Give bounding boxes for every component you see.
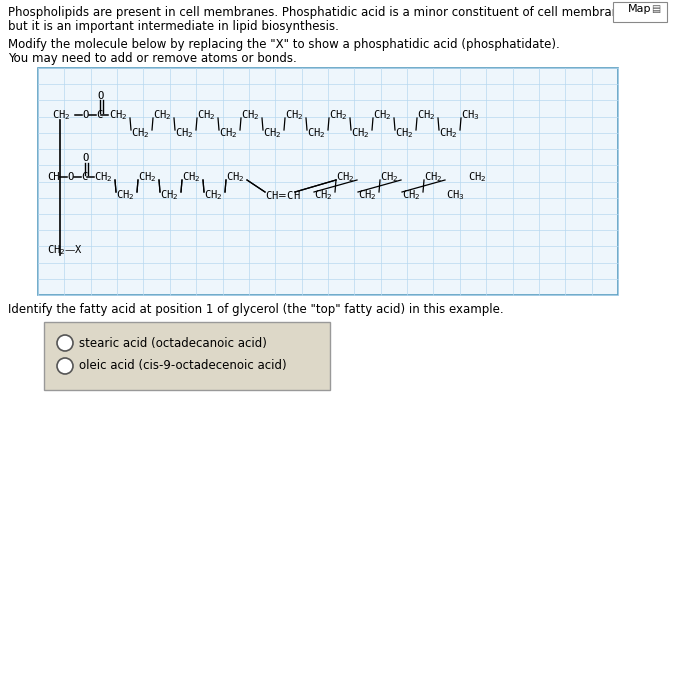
Text: stearic acid (octadecanoic acid): stearic acid (octadecanoic acid): [79, 337, 267, 349]
Text: CH$_2$: CH$_2$: [204, 188, 223, 202]
FancyBboxPatch shape: [613, 2, 667, 22]
Bar: [38, 68, 618, 295]
Text: CH$_2$: CH$_2$: [226, 170, 244, 184]
Text: CH$_2$: CH$_2$: [468, 170, 487, 184]
Text: O: O: [97, 91, 103, 101]
Text: CH$_3$: CH$_3$: [446, 188, 465, 202]
Text: CH$_2$: CH$_2$: [336, 170, 355, 184]
Text: CH$_2$: CH$_2$: [116, 188, 135, 202]
Text: CH$_2$: CH$_2$: [197, 108, 216, 122]
Text: Map: Map: [628, 4, 652, 14]
Text: CH$_2$: CH$_2$: [94, 170, 112, 184]
Text: CH$_2$: CH$_2$: [109, 108, 128, 122]
Text: CH$_2$: CH$_2$: [417, 108, 436, 122]
Text: CH: CH: [47, 172, 59, 182]
Text: but it is an important intermediate in lipid biosynthesis.: but it is an important intermediate in l…: [8, 20, 339, 33]
Text: CH$_2$: CH$_2$: [307, 126, 325, 140]
Text: CH$_2$: CH$_2$: [160, 188, 179, 202]
Text: CH$_2$: CH$_2$: [380, 170, 399, 184]
Text: CH$_2$: CH$_2$: [175, 126, 193, 140]
Bar: [44, 322, 330, 390]
Text: oleic acid (cis-9-octadecenoic acid): oleic acid (cis-9-octadecenoic acid): [79, 360, 287, 372]
Text: O: O: [82, 110, 88, 120]
Text: Phospholipids are present in cell membranes. Phosphatidic acid is a minor consti: Phospholipids are present in cell membra…: [8, 6, 637, 19]
Text: CH$_2$: CH$_2$: [131, 126, 149, 140]
Text: CH$_2$: CH$_2$: [285, 108, 304, 122]
Text: CH$_2$: CH$_2$: [219, 126, 237, 140]
Text: CH$_2$: CH$_2$: [182, 170, 200, 184]
Text: CH$_2$: CH$_2$: [241, 108, 260, 122]
Text: CH$_2$—X: CH$_2$—X: [47, 243, 83, 257]
Text: CH$_2$: CH$_2$: [373, 108, 392, 122]
Text: CH$_2$: CH$_2$: [314, 188, 332, 202]
Text: CH$_2$: CH$_2$: [351, 126, 369, 140]
Text: ▤: ▤: [651, 4, 660, 14]
Text: Modify the molecule below by replacing the "X" to show a phosphatidic acid (phos: Modify the molecule below by replacing t…: [8, 38, 560, 51]
Circle shape: [57, 335, 73, 351]
Text: O: O: [67, 172, 73, 182]
Text: Identify the fatty acid at position 1 of glycerol (the "top" fatty acid) in this: Identify the fatty acid at position 1 of…: [8, 303, 504, 316]
Text: CH$_2$: CH$_2$: [439, 126, 457, 140]
Text: CH$_2$: CH$_2$: [424, 170, 443, 184]
Text: CH$_2$: CH$_2$: [52, 108, 70, 122]
Text: CH$_2$: CH$_2$: [263, 126, 281, 140]
Circle shape: [57, 358, 73, 374]
Text: O: O: [82, 153, 88, 163]
Text: CH$\!=\!$CH: CH$\!=\!$CH: [265, 189, 301, 201]
Text: CH$_2$: CH$_2$: [395, 126, 413, 140]
Text: CH$_2$: CH$_2$: [358, 188, 376, 202]
Text: C: C: [96, 110, 102, 120]
Text: CH$_3$: CH$_3$: [461, 108, 480, 122]
Text: CH$_2$: CH$_2$: [329, 108, 348, 122]
Text: CH$_2$: CH$_2$: [138, 170, 156, 184]
Text: C: C: [81, 172, 87, 182]
Text: CH$_2$: CH$_2$: [402, 188, 420, 202]
Text: CH$_2$: CH$_2$: [153, 108, 172, 122]
Text: You may need to add or remove atoms or bonds.: You may need to add or remove atoms or b…: [8, 52, 297, 65]
